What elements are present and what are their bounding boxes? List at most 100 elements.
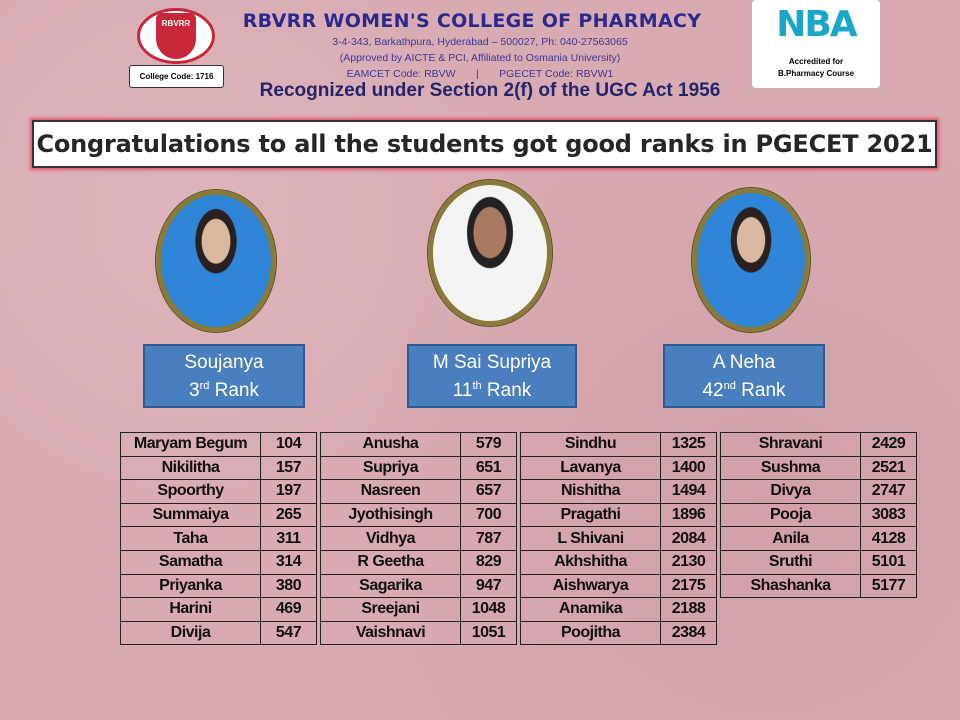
table-row: Priyanka 380 [120, 573, 317, 599]
table-row: Nikilitha 157 [120, 455, 317, 481]
nba-line1: Accredited for [788, 57, 844, 66]
table-row: Supriya 651 [320, 455, 517, 481]
photo-topper-1 [156, 190, 276, 332]
topper-card: A Neha 42nd Rank [663, 344, 825, 408]
student-rank: 469 [260, 597, 317, 622]
approval: (Approved by AICTE & PCI, Affiliated to … [339, 52, 621, 64]
student-rank: 197 [260, 479, 317, 504]
topper-card: M Sai Supriya 11th Rank [407, 344, 577, 408]
student-name: Priyanka [120, 573, 261, 599]
topper-name: Soujanya [184, 352, 264, 373]
student-name: Vidhya [320, 526, 461, 551]
student-rank: 3083 [860, 502, 917, 528]
student-rank: 2084 [660, 526, 717, 551]
rank-table: Shravani 2429 Sushma 2521 Divya 2747 Pooja 3083… [720, 432, 917, 599]
table-row: Maryam Begum 104 [120, 432, 317, 457]
student-name: Nasreen [320, 479, 461, 504]
table-row: Pragathi 1896 [520, 502, 717, 528]
student-name: Nikilitha [120, 455, 261, 481]
student-rank: 1051 [460, 620, 517, 646]
rank-table: Sindhu 1325 Lavanya 1400 Nishitha 1494 Pragath… [520, 432, 717, 646]
nba-logo: NBA [776, 4, 857, 45]
table-row: Sagarika 947 [320, 573, 517, 599]
student-name: Anila [720, 526, 861, 551]
table-row: Anusha 579 [320, 432, 517, 457]
table-row: Akhshitha 2130 [520, 549, 717, 575]
student-name: Sushma [720, 455, 861, 481]
college-code: College Code: 1716 [129, 65, 224, 88]
student-rank: 2188 [660, 597, 717, 622]
student-rank: 2130 [660, 549, 717, 575]
student-name: R Geetha [320, 549, 461, 575]
student-name: Anusha [320, 432, 461, 457]
student-name: Sruthi [720, 549, 861, 575]
student-rank: 5101 [860, 549, 917, 575]
table-row: Nishitha 1494 [520, 479, 717, 504]
student-rank: 2521 [860, 455, 917, 481]
table-row: Sreejani 1048 [320, 597, 517, 622]
table-row: Jyothisingh 700 [320, 502, 517, 528]
student-name: Supriya [320, 455, 461, 481]
student-name: Samatha [120, 549, 261, 575]
topper-rank: 3rd Rank [189, 380, 259, 401]
photo-topper-2 [428, 180, 552, 326]
student-rank: 5177 [860, 573, 917, 599]
student-rank: 579 [460, 432, 517, 457]
table-row: Vaishnavi 1051 [320, 620, 517, 646]
student-rank: 4128 [860, 526, 917, 551]
table-row: R Geetha 829 [320, 549, 517, 575]
student-name: Akhshitha [520, 549, 661, 575]
table-row: Summaiya 265 [120, 502, 317, 528]
rank-table: Anusha 579 Supriya 651 Nasreen 657 Jyothisingh… [320, 432, 517, 646]
nba-line2: B.Pharmacy Course [777, 69, 855, 78]
table-row: Spoorthy 197 [120, 479, 317, 504]
student-rank: 2175 [660, 573, 717, 599]
table-row: Shravani 2429 [720, 432, 917, 457]
student-rank: 829 [460, 549, 517, 575]
congratulations-banner: Congratulations to all the students got … [32, 120, 937, 168]
student-name: Sreejani [320, 597, 461, 622]
student-rank: 787 [460, 526, 517, 551]
student-rank: 157 [260, 455, 317, 481]
student-rank: 1048 [460, 597, 517, 622]
student-name: Sindhu [520, 432, 661, 457]
topper-rank: 42nd Rank [702, 380, 786, 401]
student-rank: 311 [260, 526, 317, 551]
table-row: Lavanya 1400 [520, 455, 717, 481]
rank-table: Maryam Begum 104 Nikilitha 157 Spoorthy 197 Su… [120, 432, 317, 646]
table-row: Samatha 314 [120, 549, 317, 575]
student-rank: 380 [260, 573, 317, 599]
table-row: Anila 4128 [720, 526, 917, 551]
student-name: Spoorthy [120, 479, 261, 504]
student-rank: 265 [260, 502, 317, 528]
student-rank: 657 [460, 479, 517, 504]
table-row: Divija 547 [120, 620, 317, 646]
student-name: Lavanya [520, 455, 661, 481]
table-row: Nasreen 657 [320, 479, 517, 504]
student-rank: 2747 [860, 479, 917, 504]
student-name: Vaishnavi [320, 620, 461, 646]
student-rank: 1325 [660, 432, 717, 457]
nba-badge: NBA Accredited for B.Pharmacy Course [752, 0, 880, 88]
student-name: Maryam Begum [120, 432, 261, 457]
table-row: Divya 2747 [720, 479, 917, 504]
student-rank: 2384 [660, 620, 717, 646]
topper-name: M Sai Supriya [432, 352, 552, 373]
student-name: Shravani [720, 432, 861, 457]
topper-card: Soujanya 3rd Rank [143, 344, 305, 408]
student-name: Nishitha [520, 479, 661, 504]
student-rank: 947 [460, 573, 517, 599]
table-row: Sushma 2521 [720, 455, 917, 481]
student-name: Aishwarya [520, 573, 661, 599]
student-name: Harini [120, 597, 261, 622]
table-row: Harini 469 [120, 597, 317, 622]
student-name: Pooja [720, 502, 861, 528]
student-name: Shashanka [720, 573, 861, 599]
table-row: Shashanka 5177 [720, 573, 917, 599]
topper-name: A Neha [712, 352, 776, 373]
student-rank: 1494 [660, 479, 717, 504]
student-name: Anamika [520, 597, 661, 622]
table-row: Vidhya 787 [320, 526, 517, 551]
student-name: Poojitha [520, 620, 661, 646]
student-name: Jyothisingh [320, 502, 461, 528]
